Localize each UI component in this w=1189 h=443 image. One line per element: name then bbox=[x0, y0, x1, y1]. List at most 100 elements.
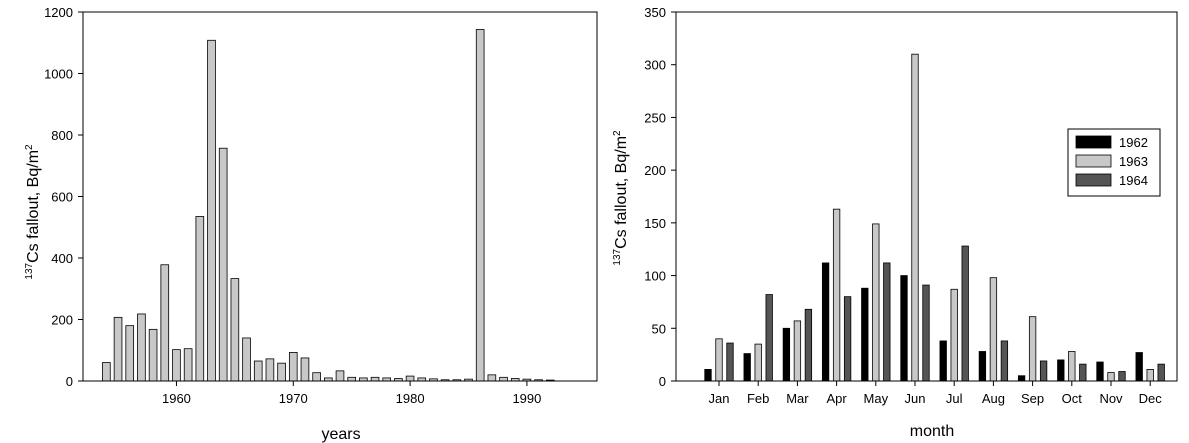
bar-jan-1963 bbox=[715, 338, 723, 382]
bar-mar-1963 bbox=[793, 320, 802, 382]
y-tick-label-250: 250 bbox=[644, 110, 666, 125]
y-tick-label-300: 300 bbox=[644, 58, 666, 73]
bar-1964 bbox=[218, 147, 228, 382]
right-bars bbox=[704, 53, 1165, 382]
y-tick-label-150: 150 bbox=[644, 216, 666, 231]
bar-1960 bbox=[172, 349, 181, 382]
legend-swatch-1962 bbox=[1075, 135, 1112, 149]
bar-jul-1963 bbox=[950, 288, 958, 382]
x-tick-label-jun: Jun bbox=[905, 391, 926, 406]
bar-1968 bbox=[265, 358, 275, 382]
x-tick-label-aug: Aug bbox=[982, 391, 1005, 406]
y-tick-label-600: 600 bbox=[51, 190, 73, 205]
y-tick-label-400: 400 bbox=[51, 251, 73, 266]
bar-1963 bbox=[207, 39, 216, 382]
bar-apr-1962 bbox=[821, 262, 830, 382]
y-tick-label-1000: 1000 bbox=[44, 67, 73, 82]
legend-label-1963: 1963 bbox=[1119, 154, 1148, 169]
bar-jan-1964 bbox=[726, 342, 734, 382]
y-tick-label-1200: 1200 bbox=[44, 5, 73, 20]
bar-feb-1962 bbox=[743, 353, 751, 382]
right-y-label-isotope: 137 bbox=[612, 248, 623, 265]
bar-1969 bbox=[277, 362, 286, 382]
left-y-label-unit: 2 bbox=[24, 144, 35, 150]
bar-1955 bbox=[113, 316, 123, 382]
x-tick-label-jul: Jul bbox=[946, 391, 963, 406]
x-tick-label-sep: Sep bbox=[1021, 391, 1044, 406]
x-tick-label-mar: Mar bbox=[786, 391, 809, 406]
bar-1986 bbox=[475, 29, 485, 382]
right-y-ticks: 0 50 100 150 200 250 300 350 bbox=[644, 5, 676, 389]
bar-nov-1963 bbox=[1107, 372, 1115, 382]
x-tick-label-1960: 1960 bbox=[162, 391, 191, 406]
x-tick-label-may: May bbox=[864, 391, 889, 406]
right-y-label-main: Cs fallout, Bq/m bbox=[613, 136, 630, 249]
x-tick-label-feb: Feb bbox=[747, 391, 769, 406]
bar-1980 bbox=[405, 375, 415, 382]
bar-jun-1963 bbox=[911, 53, 919, 382]
bar-1988 bbox=[499, 376, 508, 382]
bar-sep-1964 bbox=[1039, 360, 1048, 382]
x-tick-label-jan: Jan bbox=[709, 391, 730, 406]
bar-1970 bbox=[288, 352, 298, 382]
legend-swatch-1964 bbox=[1075, 173, 1112, 187]
y-tick-label-0: 0 bbox=[659, 374, 666, 389]
left-bars bbox=[102, 29, 555, 382]
bar-oct-1964 bbox=[1079, 363, 1087, 382]
y-tick-label-50: 50 bbox=[652, 321, 666, 336]
bar-oct-1962 bbox=[1057, 359, 1065, 382]
bar-aug-1964 bbox=[1000, 340, 1009, 382]
left-y-label-isotope: 137 bbox=[24, 262, 35, 279]
x-tick-label-1990: 1990 bbox=[512, 391, 541, 406]
bar-1974 bbox=[335, 370, 345, 382]
left-plot-frame bbox=[82, 11, 598, 382]
legend: 1962 1963 1964 bbox=[1067, 128, 1161, 197]
left-y-ticks: 0 200 400 600 800 1000 1200 bbox=[44, 5, 83, 389]
bar-1957 bbox=[137, 313, 146, 382]
bar-jul-1964 bbox=[961, 245, 969, 382]
bar-may-1963 bbox=[872, 223, 880, 382]
right-y-axis-label: 137Cs fallout, Bq/m2 bbox=[612, 130, 630, 266]
bar-1954 bbox=[102, 362, 111, 382]
bar-apr-1963 bbox=[832, 208, 841, 382]
bar-oct-1963 bbox=[1068, 351, 1076, 382]
bar-mar-1964 bbox=[804, 308, 813, 382]
bar-1956 bbox=[125, 325, 135, 382]
bar-jun-1962 bbox=[900, 275, 908, 382]
left-y-axis-label: 137Cs fallout, Bq/m2 bbox=[24, 144, 42, 280]
bar-may-1964 bbox=[883, 262, 891, 382]
bar-mar-1962 bbox=[782, 327, 791, 382]
bar-jul-1962 bbox=[939, 340, 947, 382]
y-tick-label-100: 100 bbox=[644, 269, 666, 284]
bar-1966 bbox=[242, 337, 251, 382]
legend-label-1964: 1964 bbox=[1119, 173, 1148, 188]
bar-1958 bbox=[148, 328, 158, 382]
right-y-label-unit: 2 bbox=[612, 130, 623, 136]
bar-sep-1962 bbox=[1017, 375, 1026, 382]
bar-1967 bbox=[253, 360, 263, 382]
bar-aug-1963 bbox=[989, 277, 998, 382]
bar-1971 bbox=[300, 357, 310, 382]
right-x-ticks: Jan Feb Mar Apr May Jun Jul Aug Sep Oct Nov Dec bbox=[709, 381, 1162, 406]
bar-apr-1964 bbox=[843, 296, 852, 382]
x-tick-label-1970: 1970 bbox=[279, 391, 308, 406]
bar-feb-1964 bbox=[765, 294, 773, 382]
y-tick-label-200: 200 bbox=[51, 313, 73, 328]
legend-label-1962: 1962 bbox=[1119, 135, 1148, 150]
y-tick-label-200: 200 bbox=[644, 163, 666, 178]
bar-1987 bbox=[487, 374, 497, 382]
right-x-axis-label: month bbox=[910, 423, 954, 440]
bar-1975 bbox=[347, 376, 356, 382]
bar-nov-1964 bbox=[1118, 371, 1126, 382]
bar-dec-1962 bbox=[1135, 352, 1143, 382]
bar-1972 bbox=[312, 372, 321, 382]
bar-1959 bbox=[160, 264, 170, 382]
left-x-axis-label: years bbox=[321, 426, 360, 443]
y-tick-label-350: 350 bbox=[644, 5, 666, 20]
bar-jan-1962 bbox=[704, 369, 712, 382]
bar-may-1962 bbox=[861, 287, 869, 382]
left-x-ticks: 1960 1970 1980 1990 bbox=[162, 381, 541, 406]
left-y-label-main: Cs fallout, Bq/m bbox=[25, 150, 42, 263]
x-tick-label-apr: Apr bbox=[826, 391, 847, 406]
